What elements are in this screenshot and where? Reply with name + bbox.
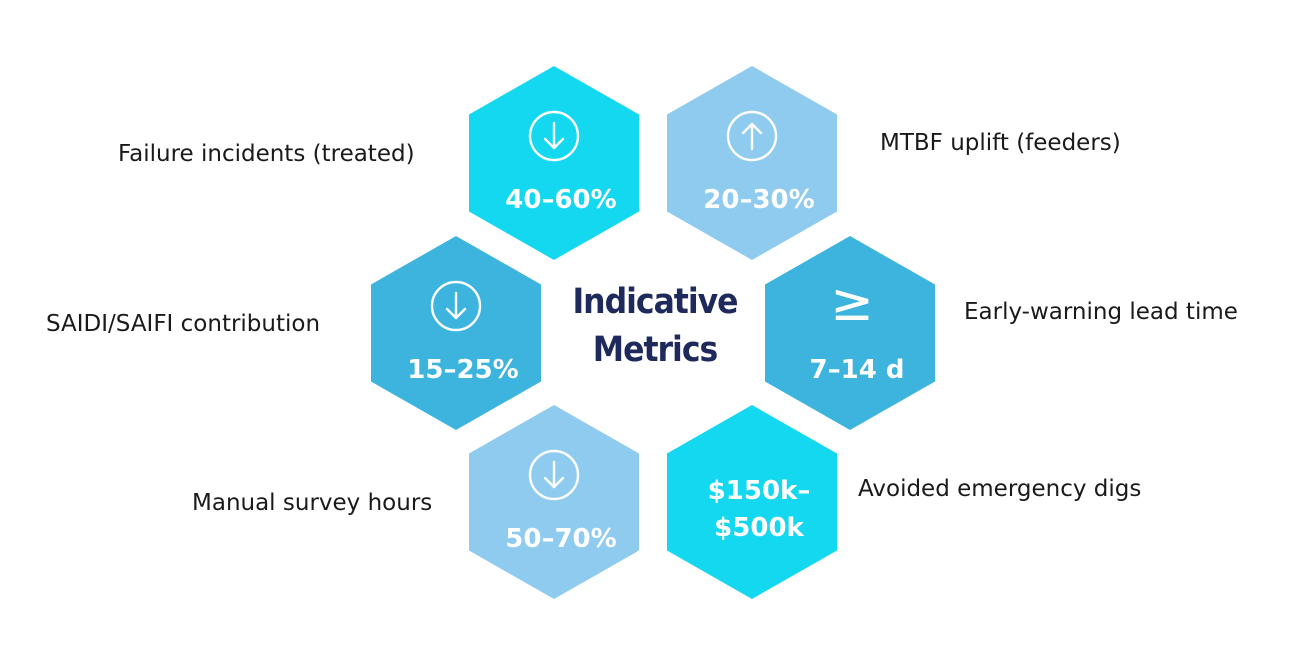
metric-value: 20–30% bbox=[703, 185, 814, 215]
metric-hexagon-manual-survey: 50–70% bbox=[469, 405, 639, 599]
diagram-title: Indicative Metrics bbox=[540, 278, 770, 374]
metric-value: 50–70% bbox=[505, 524, 616, 554]
hexagon-shape bbox=[469, 405, 639, 599]
metric-hexagon-failure-incidents: 40–60% bbox=[469, 66, 639, 260]
hexagon-shape bbox=[371, 236, 541, 430]
metric-value: $150k– bbox=[708, 476, 811, 506]
arrow-down-circle-icon bbox=[528, 449, 580, 501]
hexagon-shape bbox=[469, 66, 639, 260]
metric-hexagon-saidi-saifi: 15–25% bbox=[371, 236, 541, 430]
metric-value: 40–60% bbox=[505, 185, 616, 215]
hexagon-shape bbox=[765, 236, 935, 430]
arrow-down-circle-icon bbox=[430, 280, 482, 332]
arrow-down-circle-icon bbox=[528, 110, 580, 162]
title-line-1: Indicative bbox=[572, 282, 738, 322]
metric-value: 15–25% bbox=[407, 355, 518, 385]
metric-label-early-warning: Early-warning lead time bbox=[964, 299, 1238, 325]
hexagon-shape bbox=[667, 405, 837, 599]
metric-hexagon-early-warning: ≥7–14 d bbox=[765, 236, 935, 430]
hexagon-shape bbox=[667, 66, 837, 260]
metric-label-failure-incidents: Failure incidents (treated) bbox=[118, 141, 415, 167]
metric-label-avoided-digs: Avoided emergency digs bbox=[858, 476, 1142, 502]
metric-label-manual-survey: Manual survey hours bbox=[192, 490, 433, 516]
greater-than-or-equal-icon: ≥ bbox=[830, 273, 874, 333]
title-line-2: Metrics bbox=[592, 330, 719, 370]
metric-label-saidi-saifi: SAIDI/SAIFI contribution bbox=[46, 311, 321, 337]
metric-hexagon-avoided-digs: $150k– $500k bbox=[667, 405, 837, 599]
metric-hexagon-mtbf-uplift: 20–30% bbox=[667, 66, 837, 260]
metric-value: 7–14 d bbox=[810, 355, 905, 385]
metric-value: $500k bbox=[714, 513, 804, 543]
metric-label-mtbf-uplift: MTBF uplift (feeders) bbox=[880, 130, 1121, 156]
arrow-up-circle-icon bbox=[726, 110, 778, 162]
